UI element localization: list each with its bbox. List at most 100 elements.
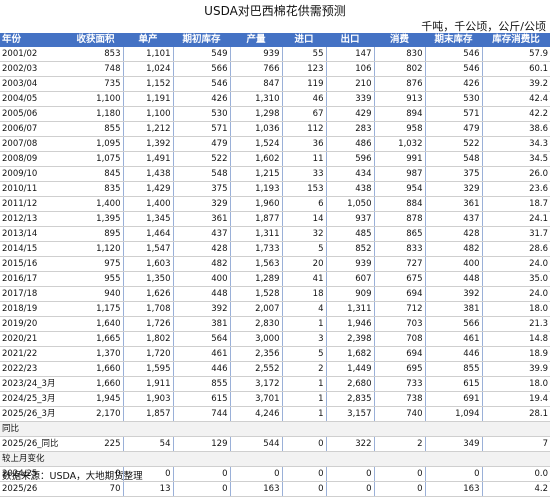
value-cell: 18: [282, 286, 327, 302]
value-cell: 571: [425, 106, 483, 122]
value-cell: 1,310: [230, 91, 283, 107]
col-header-imports: 进口: [282, 33, 326, 47]
value-cell: 1,547: [123, 241, 174, 257]
value-cell: 4,246: [230, 406, 283, 422]
value-cell: 1,395: [68, 211, 124, 227]
value-cell: 479: [173, 136, 231, 152]
value-cell: 35.0: [482, 271, 550, 287]
value-cell: 31.7: [482, 226, 550, 242]
table-row: 2025/26 70 13 0 163 0 0 0 163 4.2: [0, 481, 550, 497]
value-cell: 738: [374, 391, 426, 407]
value-cell: 744: [173, 406, 231, 422]
table-row: 2014/15 1,120 1,547 428 1,733 5 852 833 482 28.6: [0, 241, 550, 257]
row-label-cell: 2004/05: [0, 91, 68, 107]
value-cell: 20: [282, 256, 327, 272]
table-row: 2019/20 1,640 1,726 381 2,830 1 1,946 703 566 21.…: [0, 316, 550, 332]
value-cell: 461: [173, 346, 231, 362]
value-cell: 0: [282, 481, 327, 497]
value-cell: 3,000: [230, 331, 283, 347]
row-label-cell: 2018/19: [0, 301, 68, 317]
value-cell: 855: [68, 121, 124, 137]
value-cell: 361: [173, 211, 231, 227]
value-cell: 955: [68, 271, 124, 287]
value-cell: 55: [282, 47, 327, 62]
value-cell: 865: [374, 226, 426, 242]
value-cell: 1,095: [68, 136, 124, 152]
value-cell: 675: [374, 271, 426, 287]
value-cell: 400: [173, 271, 231, 287]
value-cell: 2: [374, 436, 426, 452]
value-cell: 24.1: [482, 211, 550, 227]
value-cell: 375: [425, 166, 483, 182]
value-cell: 2,170: [68, 406, 124, 422]
value-cell: 0.0: [482, 466, 550, 482]
value-cell: 530: [173, 106, 231, 122]
value-cell: 24.0: [482, 256, 550, 272]
value-cell: 847: [230, 76, 283, 92]
col-header-exports: 出口: [326, 33, 374, 47]
value-cell: 1,100: [123, 106, 174, 122]
value-cell: 448: [173, 286, 231, 302]
value-cell: 34.5: [482, 151, 550, 167]
row-label-cell: 2019/20: [0, 316, 68, 332]
row-label-cell: 2025/26_同比: [0, 436, 68, 452]
value-cell: 2,680: [326, 376, 375, 392]
value-cell: 1,152: [123, 76, 174, 92]
value-cell: 1,449: [326, 361, 375, 377]
value-cell: 11: [282, 151, 327, 167]
table-row: 2009/10 845 1,438 548 1,215 33 434 987 375 26.0: [0, 166, 550, 182]
value-cell: 1,682: [326, 346, 375, 362]
row-label-cell: 2007/08: [0, 136, 68, 152]
value-cell: 1,120: [68, 241, 124, 257]
value-cell: 5: [282, 346, 327, 362]
row-label-cell: 2005/06: [0, 106, 68, 122]
value-cell: 1,212: [123, 121, 174, 137]
value-cell: 1,877: [230, 211, 283, 227]
value-cell: 694: [374, 286, 426, 302]
value-cell: 0: [374, 481, 426, 497]
value-cell: 615: [425, 376, 483, 392]
value-cell: 392: [425, 286, 483, 302]
value-cell: 1,191: [123, 91, 174, 107]
value-cell: 884: [374, 196, 426, 212]
row-label-cell: 2008/09: [0, 151, 68, 167]
value-cell: 855: [173, 376, 231, 392]
value-cell: 482: [425, 241, 483, 257]
value-cell: 18.7: [482, 196, 550, 212]
value-cell: 482: [173, 256, 231, 272]
table-row: 2021/22 1,370 1,720 461 2,356 5 1,682 694 446 18.…: [0, 346, 550, 362]
value-cell: 835: [68, 181, 124, 197]
value-cell: 34.3: [482, 136, 550, 152]
value-cell: 437: [173, 226, 231, 242]
value-cell: 0: [282, 436, 327, 452]
value-cell: 708: [374, 331, 426, 347]
value-cell: 3,172: [230, 376, 283, 392]
value-cell: 939: [326, 256, 375, 272]
value-cell: 461: [425, 331, 483, 347]
value-cell: 566: [425, 316, 483, 332]
table-row: 2024/25_3月 1,945 1,903 615 3,701 1 2,835 738 691…: [0, 391, 550, 407]
value-cell: 3,701: [230, 391, 283, 407]
value-cell: 522: [173, 151, 231, 167]
value-cell: 0: [425, 466, 483, 482]
row-label-cell: 2025/26: [0, 481, 68, 497]
value-cell: 1,524: [230, 136, 283, 152]
value-cell: 429: [326, 106, 375, 122]
value-cell: 1,903: [123, 391, 174, 407]
value-cell: 695: [374, 361, 426, 377]
value-cell: 14.8: [482, 331, 550, 347]
value-cell: 18.0: [482, 301, 550, 317]
value-cell: 437: [425, 211, 483, 227]
value-cell: 434: [326, 166, 375, 182]
value-cell: 546: [425, 61, 483, 77]
value-cell: 41: [282, 271, 327, 287]
value-cell: 735: [68, 76, 124, 92]
row-label-cell: 2020/21: [0, 331, 68, 347]
value-cell: 855: [425, 361, 483, 377]
table-row: 2012/13 1,395 1,345 361 1,877 14 937 878 437 24.1: [0, 211, 550, 227]
table-row: 2006/07 855 1,212 571 1,036 112 283 958 479 38.6: [0, 121, 550, 137]
col-header-ending-stock: 期末库存: [425, 33, 482, 47]
row-label-cell: 2009/10: [0, 166, 68, 182]
value-cell: 1: [282, 376, 327, 392]
yoy-section-label: 同比: [0, 421, 550, 437]
